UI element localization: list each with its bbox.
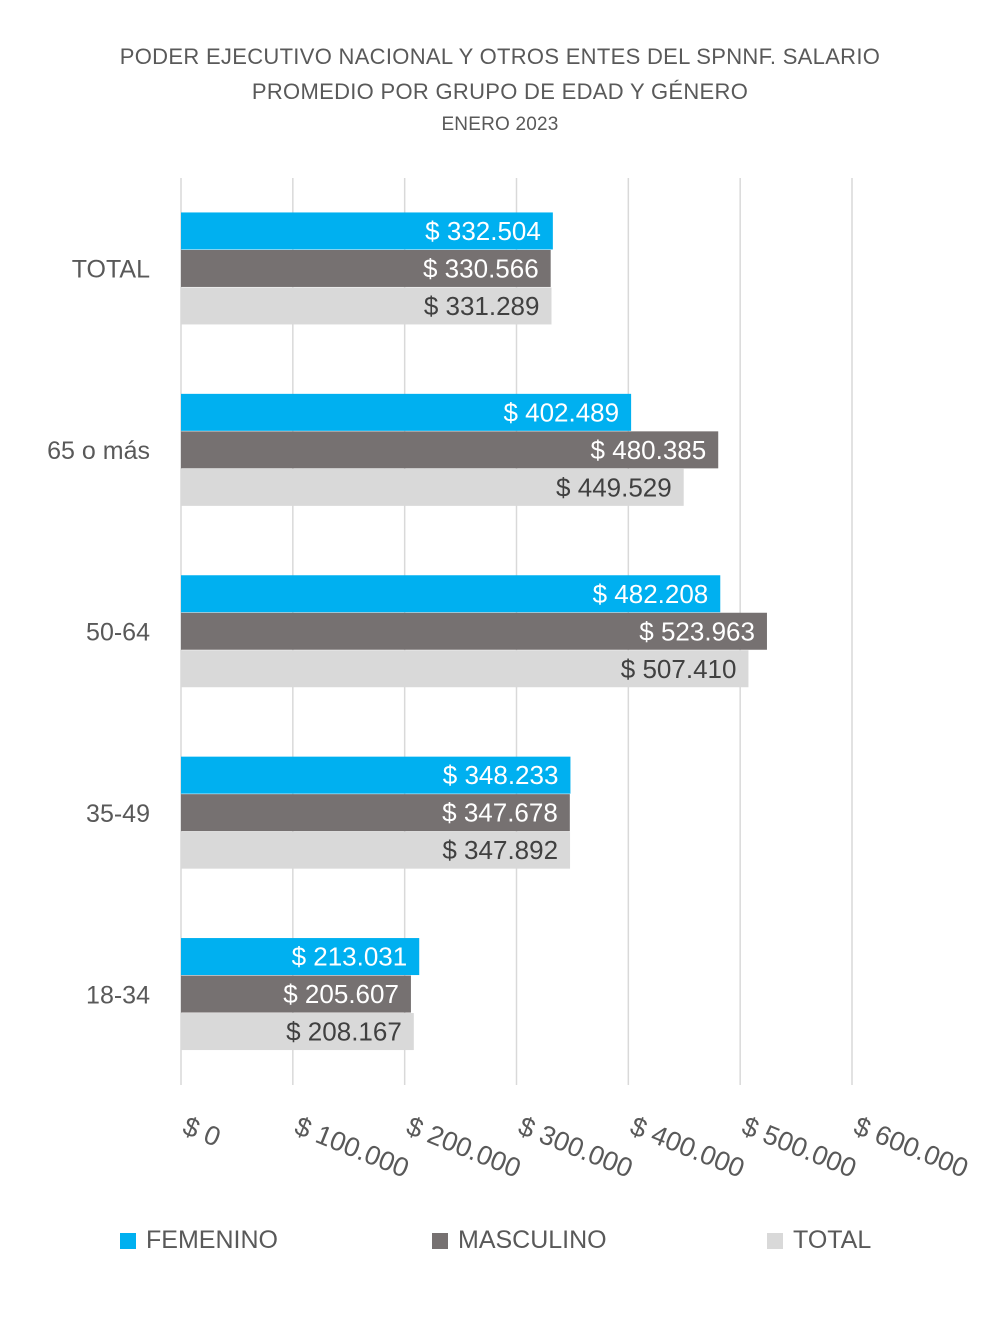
data-label-masculino-3: $ 347.678 [442, 798, 558, 828]
category-label-0: TOTAL [72, 256, 150, 284]
bar-masculino-4 [181, 975, 411, 1013]
bar-masculino-2 [181, 612, 767, 650]
chart-title-line-1: PODER EJECUTIVO NACIONAL Y OTROS ENTES D… [119, 44, 881, 69]
x-tick-label-1: $ 100.000 [291, 1111, 414, 1184]
data-label-masculino-4: $ 205.607 [283, 979, 399, 1009]
bar-total-0 [181, 287, 552, 325]
bar-femenino-2 [181, 575, 721, 613]
legend-swatch-total [767, 1232, 783, 1249]
data-label-masculino-2: $ 523.963 [639, 616, 755, 646]
legend-swatch-femenino [120, 1232, 136, 1249]
bar-total-3 [181, 831, 571, 869]
x-tick-label-4: $ 400.000 [626, 1111, 749, 1184]
category-label-1: 65 o más [47, 437, 150, 465]
chart-title-line-2: PROMEDIO POR GRUPO DE EDAD Y GÉNERO [251, 79, 749, 104]
data-label-total-2: $ 507.410 [621, 654, 737, 684]
bar-femenino-3 [181, 756, 571, 794]
data-label-total-3: $ 347.892 [442, 835, 558, 865]
x-tick-label-0: $ 0 [179, 1111, 225, 1153]
data-label-masculino-1: $ 480.385 [591, 435, 707, 465]
legend-item-femenino: FEMENINO [120, 1226, 278, 1255]
data-label-total-1: $ 449.529 [556, 472, 672, 502]
bar-femenino-4 [181, 938, 420, 976]
x-tick-label-3: $ 300.000 [514, 1111, 637, 1184]
x-tick-label-6: $ 600.000 [850, 1111, 973, 1184]
data-label-total-0: $ 331.289 [424, 291, 540, 321]
bar-total-1 [181, 468, 684, 506]
data-label-femenino-4: $ 213.031 [292, 942, 408, 972]
data-label-femenino-3: $ 348.233 [443, 760, 559, 790]
category-label-3: 35-49 [86, 800, 150, 828]
legend-label-masculino: MASCULINO [458, 1226, 607, 1254]
category-label-4: 18-34 [86, 981, 150, 1009]
bar-total-4 [181, 1013, 414, 1051]
legend-label-total: TOTAL [793, 1226, 872, 1254]
data-label-femenino-0: $ 332.504 [425, 216, 541, 246]
data-label-femenino-2: $ 482.208 [593, 579, 709, 609]
legend-swatch-masculino [432, 1232, 448, 1249]
bar-femenino-0 [181, 212, 553, 250]
bar-total-2 [181, 650, 749, 688]
legend-item-total: TOTAL [767, 1226, 871, 1255]
chart-subtitle: ENERO 2023 [441, 114, 559, 135]
legend-label-femenino: FEMENINO [146, 1226, 278, 1254]
data-label-total-4: $ 208.167 [286, 1017, 402, 1047]
bar-masculino-1 [181, 431, 719, 469]
legend-item-masculino: MASCULINO [432, 1226, 607, 1255]
x-tick-label-5: $ 500.000 [738, 1111, 861, 1184]
bar-masculino-3 [181, 794, 570, 832]
bar-masculino-0 [181, 249, 551, 287]
data-label-masculino-0: $ 330.566 [423, 253, 539, 283]
x-tick-label-2: $ 200.000 [402, 1111, 525, 1184]
data-label-femenino-1: $ 402.489 [503, 397, 619, 427]
category-label-2: 50-64 [86, 619, 150, 647]
bar-femenino-1 [181, 393, 632, 431]
